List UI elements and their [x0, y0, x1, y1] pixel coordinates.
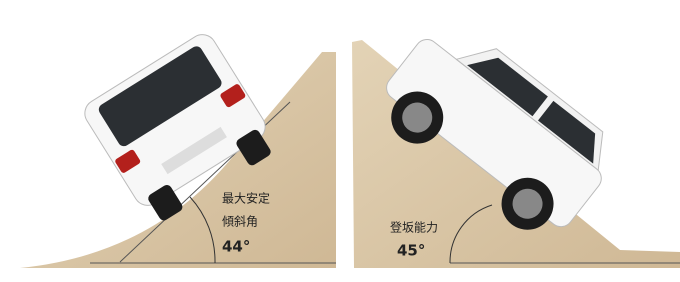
illustration: 最大安定 傾斜角 44° 登坂能力 45° [0, 0, 680, 278]
label-line: 傾斜角 [222, 215, 258, 229]
right-panel: 登坂能力 45° [352, 9, 680, 268]
angle-value: 44° [222, 238, 250, 256]
angle-value: 45° [397, 242, 425, 260]
label: 登坂能力 [390, 220, 438, 235]
left-panel: 最大安定 傾斜角 44° [20, 29, 336, 268]
label-line: 最大安定 [222, 191, 270, 206]
